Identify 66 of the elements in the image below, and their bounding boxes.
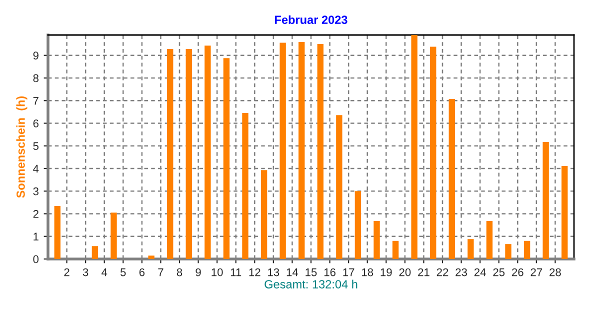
bar [542,142,549,259]
x-tick-label: 20 [399,268,411,276]
bar [505,244,512,259]
x-tick-label: 19 [380,268,392,276]
bar [186,49,192,259]
chart-title: Februar 2023 [275,15,348,24]
y-tick-label: 0 [33,255,39,264]
y-tick-label: 9 [33,52,38,60]
bar [298,42,305,259]
x-tick-label: 4 [102,268,108,276]
x-tick-label: 14 [286,268,298,276]
bar [354,191,362,259]
x-tick-label: 26 [512,268,524,276]
y-tick-label: 2 [33,210,38,218]
bar [430,46,436,259]
x-tick-label: 7 [158,268,164,276]
bar [562,166,568,259]
y-tick-label: 4 [33,164,39,173]
x-tick-label: 6 [139,268,145,276]
bar [92,246,98,259]
bar [167,49,174,259]
bar [223,58,230,259]
y-axis-title: Sonnenschein (h) [16,96,28,198]
bar [260,170,268,259]
bar [54,206,60,259]
x-tick-label: 3 [82,268,88,276]
x-tick-label: 12 [249,268,260,276]
bar [148,256,154,259]
x-tick-label: 17 [343,268,354,276]
x-tick-label: 11 [230,268,242,276]
x-tick-label: 8 [176,268,182,276]
bar [110,212,117,259]
x-tick-label: 5 [120,268,126,276]
x-tick-label: 18 [362,268,374,276]
x-tick-label: 13 [268,268,280,276]
bar [448,99,455,259]
bar [468,239,474,259]
y-tick-label: 3 [33,187,38,196]
bar [204,46,211,259]
x-tick-label: 25 [493,268,505,276]
y-tick-label: 5 [33,142,39,150]
x-tick-label: 27 [530,268,542,276]
bar [374,220,380,259]
x-tick-label: 23 [456,268,467,276]
bar [524,240,530,259]
x-tick-label: 24 [474,268,486,276]
x-tick-label: 21 [418,268,430,276]
x-tick-label: 16 [324,268,336,276]
bar [336,115,342,259]
x-axis-title: Gesamt: 132:04 h [264,280,358,288]
y-tick-label: 6 [33,120,38,128]
x-tick-label: 10 [212,268,223,276]
bar [411,35,418,259]
x-tick-label: 9 [196,268,201,276]
x-tick-label: 22 [436,268,448,276]
y-tick-label: 8 [33,74,38,82]
bar [280,42,286,259]
x-tick-label: 2 [64,268,70,276]
x-tick-label: 15 [306,268,317,276]
bar [486,220,493,259]
bar [242,113,248,259]
bar [317,44,324,259]
y-tick-label: 7 [33,97,38,105]
x-tick-label: 28 [550,268,561,276]
y-tick-label: 1 [34,232,38,240]
bar [392,240,399,259]
